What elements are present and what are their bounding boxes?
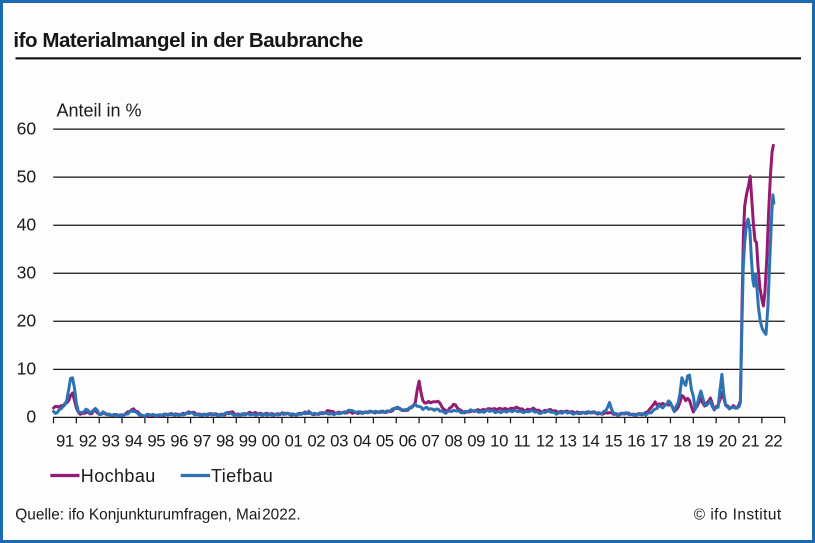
svg-text:Quelle: ifo Konjunkturumfragen: Quelle: ifo Konjunkturumfragen, Mai 2022…: [15, 507, 300, 524]
svg-text:99: 99: [239, 432, 257, 451]
svg-text:50: 50: [17, 166, 37, 186]
svg-text:07: 07: [422, 432, 440, 451]
svg-text:02: 02: [307, 432, 325, 451]
svg-text:05: 05: [376, 432, 394, 451]
svg-text:40: 40: [17, 215, 37, 235]
svg-text:0: 0: [26, 407, 36, 427]
svg-text:94: 94: [125, 432, 143, 451]
svg-text:96: 96: [170, 432, 188, 451]
svg-text:95: 95: [147, 432, 165, 451]
svg-text:17: 17: [650, 432, 668, 451]
svg-text:09: 09: [467, 432, 485, 451]
svg-text:00: 00: [262, 432, 280, 451]
svg-text:21: 21: [741, 432, 759, 451]
svg-text:60: 60: [17, 118, 37, 138]
svg-text:08: 08: [444, 432, 462, 451]
svg-text:ifo Materialmangel in der Baub: ifo Materialmangel in der Baubranche: [13, 29, 363, 52]
svg-text:10: 10: [17, 359, 37, 379]
svg-text:Anteil in %: Anteil in %: [57, 101, 142, 121]
svg-text:30: 30: [17, 263, 37, 283]
svg-text:04: 04: [353, 432, 371, 451]
svg-text:15: 15: [604, 432, 622, 451]
svg-text:06: 06: [399, 432, 417, 451]
svg-text:11: 11: [514, 432, 531, 451]
svg-text:Hochbau: Hochbau: [81, 466, 156, 486]
svg-text:93: 93: [102, 432, 120, 451]
svg-text:10: 10: [490, 432, 508, 451]
svg-text:13: 13: [559, 432, 577, 451]
svg-text:Tiefbau: Tiefbau: [211, 466, 273, 486]
svg-text:92: 92: [79, 432, 97, 451]
svg-text:22: 22: [764, 432, 782, 451]
svg-text:20: 20: [719, 432, 737, 451]
svg-text:20: 20: [17, 311, 37, 331]
svg-text:12: 12: [536, 432, 554, 451]
svg-text:18: 18: [673, 432, 691, 451]
svg-text:98: 98: [216, 432, 234, 451]
svg-text:91: 91: [56, 432, 74, 451]
svg-text:97: 97: [193, 432, 211, 451]
svg-text:01: 01: [284, 432, 302, 451]
svg-text:14: 14: [582, 432, 600, 451]
svg-text:© ifo Institut: © ifo Institut: [694, 507, 782, 524]
svg-text:16: 16: [627, 432, 645, 451]
svg-text:19: 19: [696, 432, 714, 451]
svg-text:03: 03: [330, 432, 348, 451]
